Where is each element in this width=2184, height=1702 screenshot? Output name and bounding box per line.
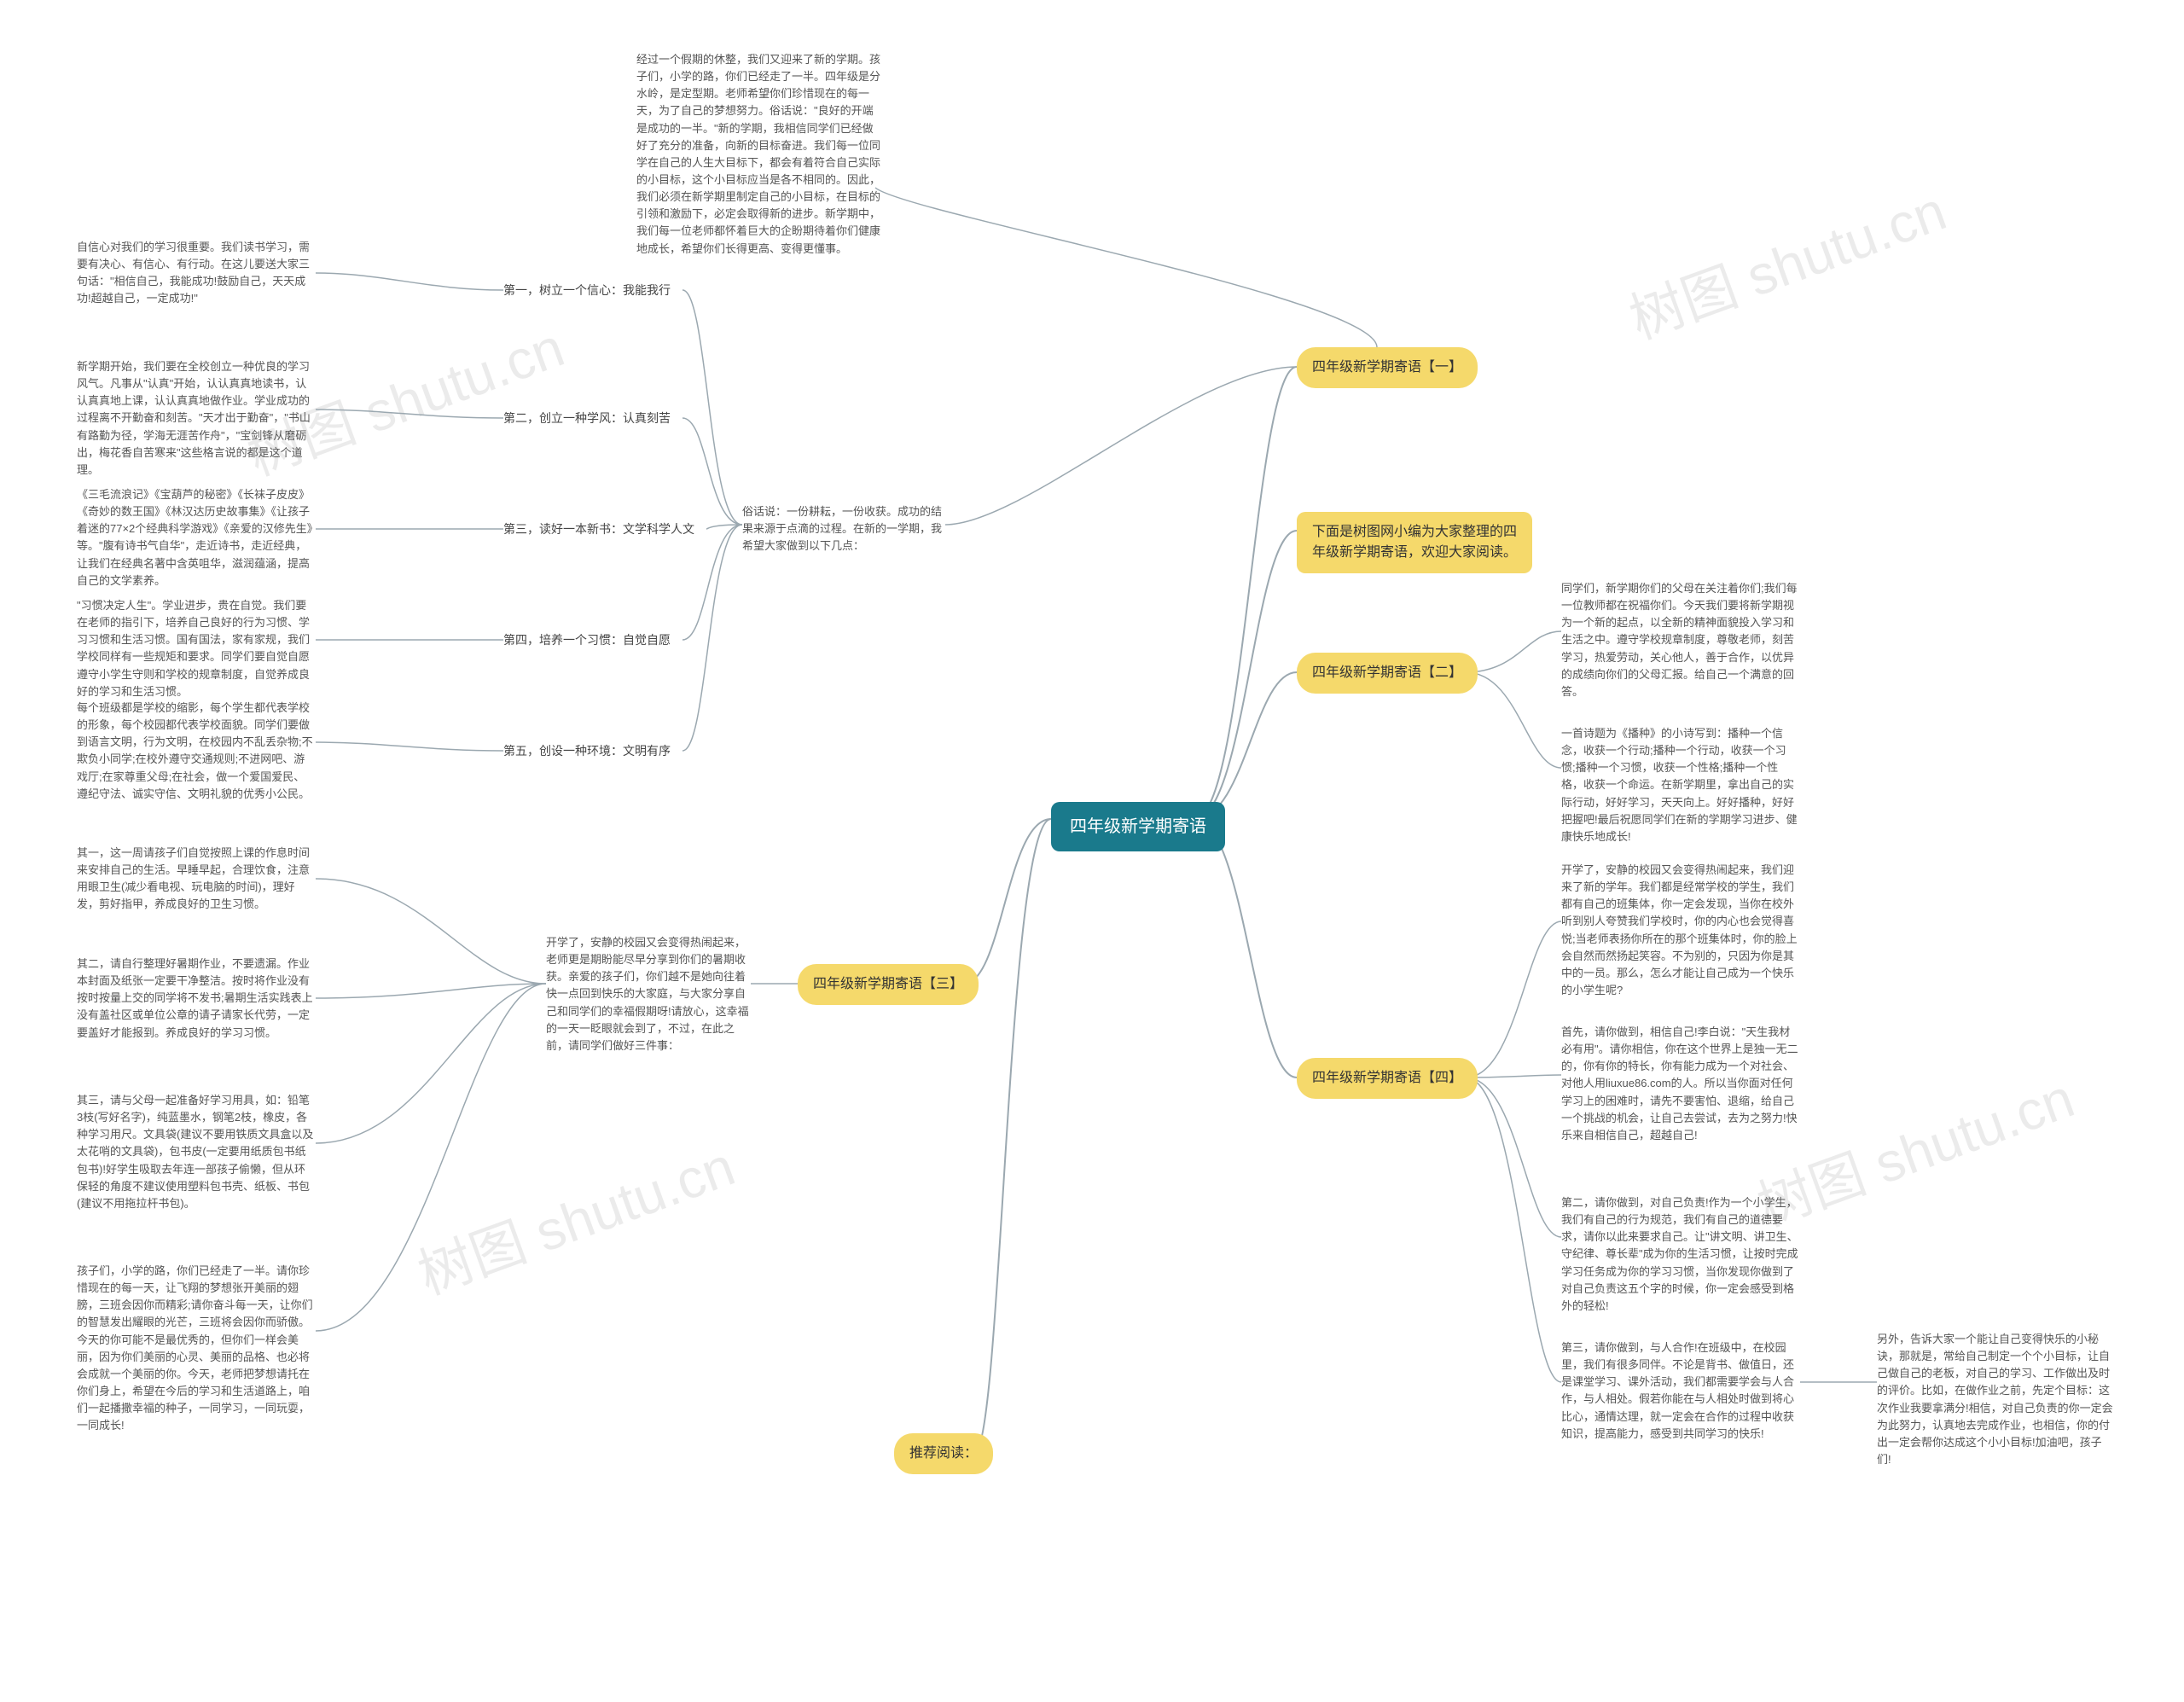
b1-sub-4: 第四，培养一个习惯：自觉自愿 <box>503 631 671 648</box>
branch-b2[interactable]: 四年级新学期寄语【二】 <box>1297 653 1478 694</box>
watermark: 树图 shutu.cn <box>406 1123 744 1310</box>
b3-leaf-2: 其二，请自行整理好暑期作业，不要遗漏。作业本封面及纸张一定要干净整洁。按时将作业… <box>77 956 316 1042</box>
b3-leaf-4: 孩子们，小学的路，你们已经走了一半。请你珍惜现在的每一天，让飞翔的梦想张开美丽的… <box>77 1263 316 1434</box>
b1-sub-2: 第二，创立一种学风：认真刻苦 <box>503 410 671 427</box>
branch-rec[interactable]: 推荐阅读： <box>894 1433 993 1474</box>
b3-leaf-1: 其一，这一周请孩子们自觉按照上课的作息时间来安排自己的生活。早睡早起，合理饮食，… <box>77 845 316 914</box>
b3-leaf-3: 其三，请与父母一起准备好学习用具，如：铅笔3枝(写好名字)，纯蓝墨水，钢笔2枝，… <box>77 1092 316 1212</box>
b1-leaf-1: 自信心对我们的学习很重要。我们读书学习，需要有决心、有信心、有行动。在这儿要送大… <box>77 239 316 308</box>
b1-right-leaf: 俗话说：一份耕耘，一份收获。成功的结果来源于点滴的过程。在新的一学期，我希望大家… <box>742 503 947 555</box>
b3-intro-leaf: 开学了，安静的校园又会变得热闹起来，老师更是期盼能尽早分享到你们的暑期收获。亲爱… <box>546 934 751 1054</box>
b1-sub-1: 第一，树立一个信心：我能我行 <box>503 282 671 299</box>
branch-b1[interactable]: 四年级新学期寄语【一】 <box>1297 347 1478 388</box>
branch-intro[interactable]: 下面是树图网小编为大家整理的四 年级新学期寄语，欢迎大家阅读。 <box>1297 512 1532 573</box>
b4-leaf-2: 首先，请你做到，相信自己!李白说："天生我材必有用"。请你相信，你在这个世界上是… <box>1561 1024 1800 1144</box>
b1-sub-3: 第三，读好一本新书：文学科学人文 <box>503 520 694 537</box>
b2-leaf-2: 一首诗题为《播种》的小诗写到：播种一个信念，收获一个行动;播种一个行动，收获一个… <box>1561 725 1800 845</box>
b1-leaf-5: 每个班级都是学校的缩影，每个学生都代表学校的形象，每个校园都代表学校面貌。同学们… <box>77 700 316 803</box>
center-node[interactable]: 四年级新学期寄语 <box>1051 802 1225 851</box>
b1-sub-5: 第五，创设一种环境：文明有序 <box>503 742 671 759</box>
branch-intro-line1: 下面是树图网小编为大家整理的四 <box>1312 525 1517 539</box>
b4-leaf-5: 另外，告诉大家一个能让自己变得快乐的小秘诀，那就是，常给自己制定一个个小目标，让… <box>1877 1331 2116 1468</box>
b4-leaf-4: 第三，请你做到，与人合作!在班级中，在校园里，我们有很多同伴。不论是背书、做值日… <box>1561 1339 1800 1443</box>
b1-leaf-2: 新学期开始，我们要在全校创立一种优良的学习风气。凡事从"认真"开始，认认真真地读… <box>77 358 316 479</box>
b1-leaf-3: 《三毛流浪记》《宝葫芦的秘密》《长袜子皮皮》《奇妙的数王国》《林汉达历史故事集》… <box>77 486 316 590</box>
b2-leaf-1: 同学们，新学期你们的父母在关注着你们;我们每一位教师都在祝福你们。今天我们要将新… <box>1561 580 1800 700</box>
b1-leaf-4: "习惯决定人生"。学业进步，贵在自觉。我们要在老师的指引下，培养自己良好的行为习… <box>77 597 316 700</box>
watermark: 树图 shutu.cn <box>1618 167 1955 354</box>
branch-b4[interactable]: 四年级新学期寄语【四】 <box>1297 1058 1478 1099</box>
b4-leaf-3: 第二，请你做到，对自己负责!作为一个小学生，我们有自己的行为规范，我们有自己的道… <box>1561 1194 1800 1315</box>
b4-leaf-1: 开学了，安静的校园又会变得热闹起来，我们迎来了新的学年。我们都是经常学校的学生，… <box>1561 862 1800 999</box>
b1-intro-leaf: 经过一个假期的休整，我们又迎来了新的学期。孩子们，小学的路，你们已经走了一半。四… <box>636 51 884 258</box>
branch-intro-line2: 年级新学期寄语，欢迎大家阅读。 <box>1312 545 1517 560</box>
branch-b3[interactable]: 四年级新学期寄语【三】 <box>798 964 979 1005</box>
